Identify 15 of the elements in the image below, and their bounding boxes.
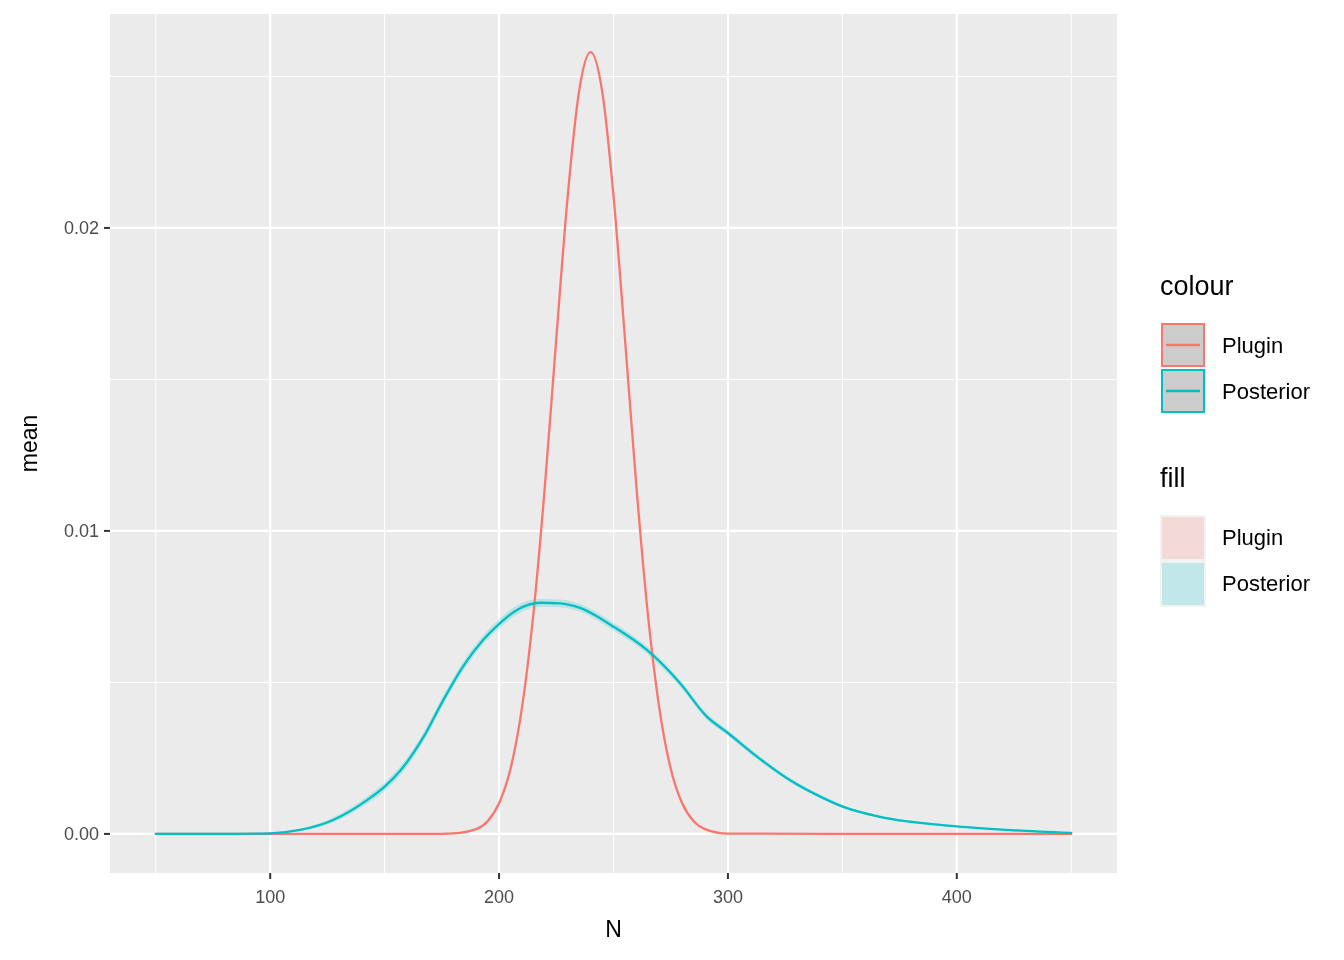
text: fill	[1160, 463, 1186, 493]
y-tick-label: 0.00	[63, 823, 99, 844]
legend-label: Posterior	[1222, 571, 1311, 596]
x-tick-label: 400	[941, 887, 972, 907]
text: Plugin	[1222, 525, 1284, 550]
text: Posterior	[1222, 379, 1311, 404]
x-tick-label: 300	[712, 887, 743, 907]
y-axis-title: mean	[16, 414, 42, 473]
y-tick-label: 0.02	[63, 217, 99, 238]
y-tick-label: 0.01	[63, 520, 99, 541]
x-tick-label: 100	[255, 887, 286, 907]
text: colour	[1160, 271, 1234, 301]
legend-label: Plugin	[1222, 333, 1284, 358]
x-axis-title: N	[605, 916, 622, 942]
x-tick-label: 200	[484, 887, 515, 907]
